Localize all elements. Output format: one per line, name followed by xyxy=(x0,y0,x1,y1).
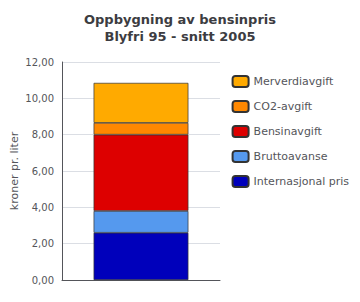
svg-text:Blyfri 95 - snitt 2005: Blyfri 95 - snitt 2005 xyxy=(104,29,255,44)
svg-text:10,00: 10,00 xyxy=(25,93,54,104)
svg-text:2,00: 2,00 xyxy=(32,238,54,249)
svg-text:0,00: 0,00 xyxy=(32,275,54,286)
svg-text:Bensinavgift: Bensinavgift xyxy=(254,125,323,138)
svg-text:6,00: 6,00 xyxy=(32,166,54,177)
svg-text:8,00: 8,00 xyxy=(32,129,54,140)
svg-text:4,00: 4,00 xyxy=(32,202,54,213)
svg-text:Oppbygning av bensinpris: Oppbygning av bensinpris xyxy=(84,12,276,27)
svg-text:Internasjonal pris: Internasjonal pris xyxy=(254,175,350,188)
svg-text:Merverdiavgift: Merverdiavgift xyxy=(254,75,334,88)
svg-text:kroner pr. liter: kroner pr. liter xyxy=(8,131,21,210)
svg-text:12,00: 12,00 xyxy=(25,57,54,68)
svg-text:CO2-avgift: CO2-avgift xyxy=(254,100,313,113)
svg-text:Bruttoavanse: Bruttoavanse xyxy=(254,150,328,163)
